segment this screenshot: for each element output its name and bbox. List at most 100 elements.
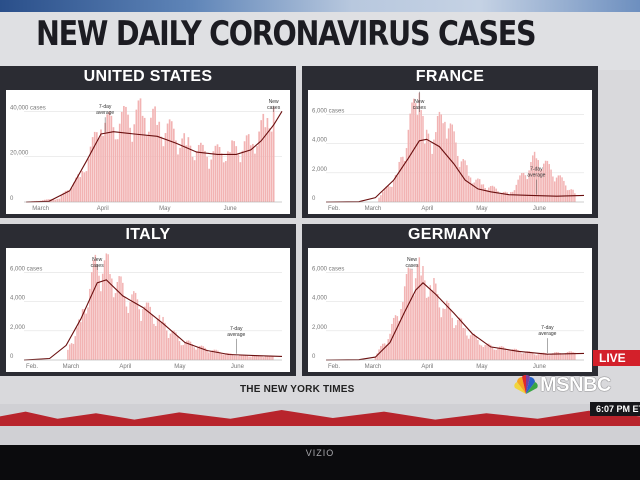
- bar: [400, 309, 402, 360]
- x-tick-label: March: [63, 364, 80, 370]
- bar: [197, 144, 200, 202]
- bar: [140, 320, 142, 360]
- bar: [79, 177, 82, 202]
- annotation-label: cases: [267, 105, 281, 111]
- bar: [66, 190, 69, 202]
- graphic-headline: NEW DAILY CORONAVIRUS CASES: [36, 14, 537, 54]
- bar: [389, 333, 391, 360]
- bar: [502, 346, 505, 360]
- x-tick-label: April: [421, 206, 433, 212]
- bar: [177, 154, 179, 202]
- bar: [500, 346, 503, 360]
- y-tick-label: 2,000: [312, 167, 328, 173]
- bar: [153, 323, 155, 360]
- y-tick-label: 4,000: [10, 296, 26, 302]
- bar: [91, 137, 94, 202]
- bar: [513, 190, 516, 202]
- bar: [237, 356, 239, 360]
- bar: [89, 146, 92, 202]
- bar: [139, 98, 142, 202]
- bar: [46, 199, 48, 202]
- bar: [116, 281, 119, 360]
- bar: [209, 351, 212, 360]
- bar: [111, 278, 113, 360]
- bar: [541, 169, 543, 202]
- bar: [73, 182, 75, 202]
- bar: [524, 351, 527, 360]
- y-tick-label: 0: [312, 196, 316, 202]
- bar: [129, 302, 131, 360]
- bar: [260, 120, 263, 202]
- chart-panel-italy: ITALY 0 2,000 4,000 6,000 cases Feb. March Apr…: [0, 224, 296, 376]
- bar: [243, 141, 246, 202]
- bar: [504, 191, 507, 202]
- bar: [402, 156, 404, 202]
- bar: [499, 194, 501, 202]
- bar: [539, 169, 541, 202]
- x-tick-label: Feb.: [26, 364, 38, 370]
- bar: [246, 355, 248, 360]
- bar: [493, 186, 496, 202]
- annotation-label: average: [96, 110, 114, 116]
- bar: [120, 111, 123, 202]
- bar: [266, 355, 269, 360]
- bar: [107, 254, 109, 360]
- bar: [136, 299, 139, 360]
- bar: [574, 352, 576, 360]
- bar: [530, 351, 532, 360]
- bar: [77, 174, 79, 202]
- bar: [259, 355, 261, 360]
- bar: [508, 349, 510, 360]
- bar: [478, 179, 481, 202]
- bar: [453, 328, 455, 360]
- bar: [255, 355, 258, 360]
- bar: [245, 135, 248, 202]
- bar: [52, 199, 54, 202]
- bar: [68, 191, 71, 202]
- bar: [385, 344, 388, 360]
- bar: [145, 135, 148, 202]
- bar: [440, 114, 443, 202]
- bar: [436, 293, 439, 360]
- bar: [172, 128, 175, 202]
- bar: [94, 254, 97, 360]
- bar: [187, 340, 190, 360]
- bar: [383, 343, 386, 360]
- bar: [537, 354, 539, 360]
- bar: [183, 133, 186, 202]
- bar: [453, 131, 455, 202]
- bar: [138, 309, 141, 360]
- bar: [537, 160, 539, 202]
- annotation-label: New: [414, 99, 424, 105]
- bar: [178, 341, 181, 360]
- bar: [98, 138, 100, 202]
- annotation-label: 7-day: [99, 104, 112, 110]
- bar: [98, 275, 100, 360]
- bar: [394, 315, 397, 360]
- bar: [506, 192, 508, 202]
- bar: [510, 350, 512, 360]
- bar: [239, 162, 242, 202]
- bar: [522, 172, 525, 202]
- bar: [141, 115, 144, 202]
- bar: [407, 267, 410, 360]
- bar: [224, 353, 227, 360]
- bar: [486, 189, 488, 202]
- bar: [118, 123, 121, 202]
- bar: [563, 354, 565, 360]
- bar: [506, 350, 508, 360]
- chart-svg: 0 20,000 40,000 cases March April May June 7-da…: [10, 98, 283, 212]
- chart-svg: 0 2,000 4,000 6,000 cases Feb. March April May J…: [10, 253, 283, 370]
- bar: [510, 192, 512, 202]
- bar: [213, 349, 216, 360]
- bar: [427, 133, 430, 202]
- bar: [466, 165, 468, 202]
- bar: [120, 276, 122, 360]
- chart-svg: 0 2,000 4,000 6,000 cases Feb. March April May J…: [312, 91, 585, 212]
- bar: [385, 186, 388, 202]
- bar: [533, 151, 536, 202]
- x-tick-label: June: [224, 206, 238, 212]
- annotation-label: New: [92, 257, 102, 263]
- bar: [530, 161, 532, 202]
- bar: [374, 357, 377, 360]
